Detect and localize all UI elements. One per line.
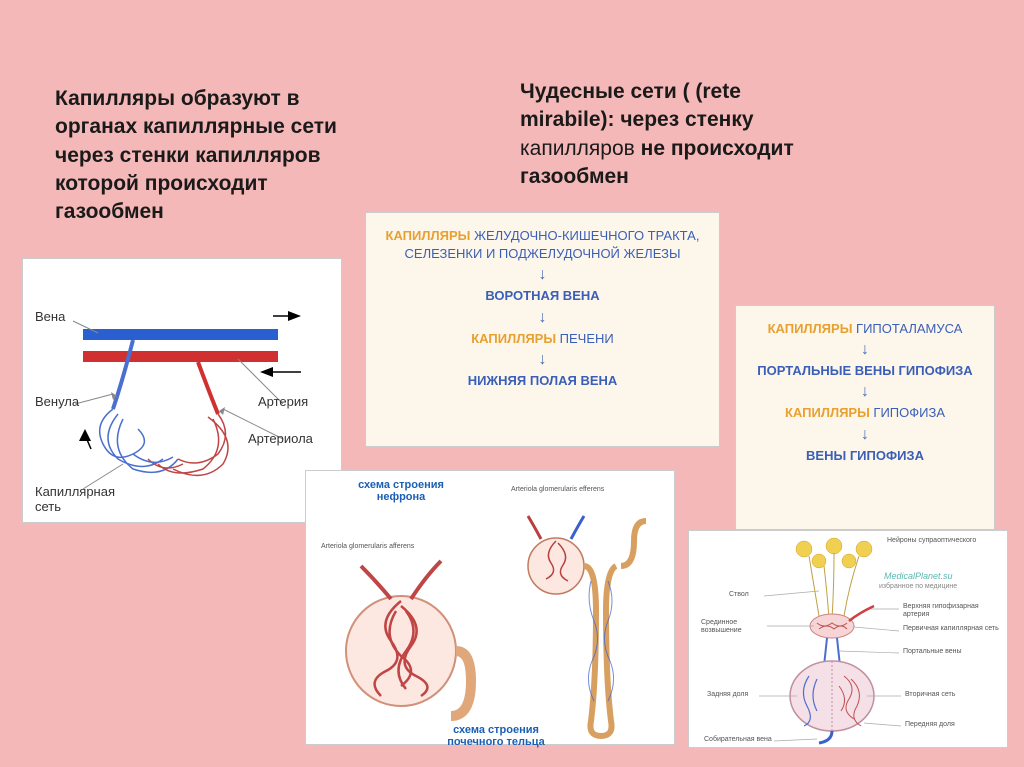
pf-step3: КАПИЛЛЯРЫ ПЕЧЕНИ [374,330,711,348]
hypo-l3: Срединное возвышение [701,619,766,634]
watermark: MedicalPlanet.su [884,571,953,581]
hypo-svg [689,531,1009,749]
lt-l4: которой происходит [55,172,268,195]
pf-s1a: КАПИЛЛЯРЫ [386,228,474,243]
label-venula: Венула [35,394,79,409]
lt-l1: Капилляры образуют в [55,87,299,110]
pit-s3b: ГИПОФИЗА [873,405,945,420]
rt-l1: Чудесные сети ( (rete [520,80,741,103]
label-vena: Вена [35,309,65,324]
neph-tiny2: Arteriola glomerularis efferens [511,486,661,494]
hypo-l5: Первичная капиллярная сеть [903,625,1003,633]
pituitary-flow-panel: КАПИЛЛЯРЫ ГИПОТАЛАМУСА ↓ ПОРТАЛЬНЫЕ ВЕНЫ… [735,305,995,530]
hypo-l7: Задняя доля [707,691,748,699]
rt-l2: mirabile): через стенку [520,108,754,131]
hypo-l2: Ствол [729,591,749,599]
label-arteriola: Артериола [248,431,313,446]
pf-s3b: ПЕЧЕНИ [560,331,614,346]
pf-step1: КАПИЛЛЯРЫ ЖЕЛУДОЧНО-КИШЕЧНОГО ТРАКТА, СЕ… [374,227,711,263]
pit-s1b: ГИПОТАЛАМУСА [856,321,962,336]
label-capnet1: Капиллярная [35,484,115,499]
rt-l4: газообмен [520,165,629,188]
nephron-panel: схема строения нефрона схема строения по… [305,470,675,745]
capillary-diagram: Вена Артерия Венула Артериола Капиллярна… [22,258,342,523]
arrow-icon: ↓ [374,267,711,283]
nephron-svg [306,471,676,746]
neph-tiny1: Arteriola glomerularis afferens [321,543,414,551]
arrow-icon: ↓ [744,342,986,358]
lt-l3: через стенки капилляров [55,144,321,167]
arrow-icon: ↓ [744,384,986,400]
lt-l2: органах капиллярные сети [55,115,337,138]
watermark2: избранное по медицине [879,583,957,590]
label-capnet2: сеть [35,499,61,514]
pit-step2: ПОРТАЛЬНЫЕ ВЕНЫ ГИПОФИЗА [744,362,986,380]
hypo-l6: Портальные вены [903,648,1003,656]
hypothalamus-panel: Нейроны супраоптического Ствол Срединное… [688,530,1008,748]
hypo-l9: Собирательная вена [704,736,772,744]
hypo-l4: Верхняя гипофизарная артерия [903,603,1003,618]
left-paragraph: Капилляры образуют в органах капиллярные… [55,85,475,227]
pit-step1: КАПИЛЛЯРЫ ГИПОТАЛАМУСА [744,320,986,338]
pit-step3: КАПИЛЛЯРЫ ГИПОФИЗА [744,404,986,422]
pf-step4: НИЖНЯЯ ПОЛАЯ ВЕНА [374,372,711,390]
pf-s3a: КАПИЛЛЯРЫ [471,331,559,346]
arrow-icon: ↓ [744,427,986,443]
rt-l3b: не происходит [641,137,794,160]
arrow-icon: ↓ [374,352,711,368]
rt-l3a: капилляров [520,137,641,160]
pf-step2: ВОРОТНАЯ ВЕНА [374,287,711,305]
hypo-l8: Вторичная сеть [905,691,1000,699]
pf-s1b: ЖЕЛУДОЧНО-КИШЕЧНОГО ТРАКТА, [474,228,699,243]
hypo-l10: Передняя доля [905,721,955,729]
portal-flow-panel: КАПИЛЛЯРЫ ЖЕЛУДОЧНО-КИШЕЧНОГО ТРАКТА, СЕ… [365,212,720,447]
label-arteria: Артерия [258,394,308,409]
lt-l5: газообмен [55,200,164,223]
pf-s1c: СЕЛЕЗЕНКИ И ПОДЖЕЛУДОЧНОЙ ЖЕЛЕЗЫ [405,246,681,261]
hypo-l1: Нейроны супраоптического [887,537,1002,545]
arrow-icon: ↓ [374,310,711,326]
pit-s3a: КАПИЛЛЯРЫ [785,405,873,420]
right-paragraph: Чудесные сети ( (rete mirabile): через с… [520,78,950,191]
pit-step4: ВЕНЫ ГИПОФИЗА [744,447,986,465]
pit-s1a: КАПИЛЛЯРЫ [768,321,856,336]
